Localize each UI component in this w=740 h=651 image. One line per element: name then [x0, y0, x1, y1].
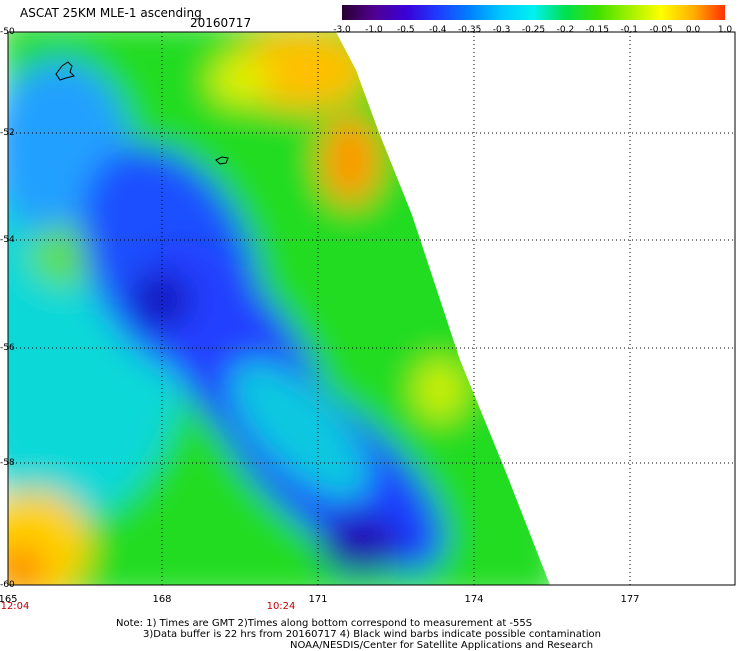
time-label: 10:24	[266, 601, 296, 612]
color-scale-tick-label: -0.2	[556, 25, 575, 35]
lat-label: -60	[0, 580, 15, 590]
lat-label: -52	[0, 128, 15, 138]
color-scale-tick-label: -0.4	[428, 25, 447, 35]
lat-label: -58	[0, 458, 15, 468]
product-title: ASCAT 25KM MLE-1 ascending	[20, 6, 202, 20]
color-scale-tick-label: -0.3	[492, 25, 511, 35]
lat-label: -54	[0, 235, 15, 245]
lon-label: 177	[620, 594, 640, 605]
color-scale-tick-label: -0.5	[397, 25, 415, 35]
lat-label: -56	[0, 343, 15, 353]
color-scale-tick-label: 0.0	[685, 25, 701, 35]
map-frame	[7, 31, 736, 586]
color-scale-tick-label: 1.0	[717, 25, 733, 35]
graticule	[8, 32, 735, 585]
color-scale-tick-label: -0.35	[458, 25, 482, 35]
color-scale-tick-label: -1.0	[365, 25, 383, 35]
lon-label: 168	[152, 594, 172, 605]
note-line-3: NOAA/NESDIS/Center for Satellite Applica…	[290, 640, 594, 651]
color-scale-tick-label: -0.25	[521, 25, 546, 35]
color-scale-bar	[342, 5, 725, 20]
lon-label: 174	[464, 594, 484, 605]
color-scale-tick-label: -3.0	[333, 25, 351, 35]
time-label: 12:04	[0, 601, 30, 612]
scatterometer-swath	[8, 32, 550, 585]
note-line-1: Note: 1) Times are GMT 2)Times along bot…	[116, 618, 533, 629]
product-date: 20160717	[190, 16, 252, 30]
lat-label: -50	[0, 27, 15, 37]
note-line-2: 3)Data buffer is 22 hrs from 20160717 4)…	[143, 629, 601, 640]
color-scale-tick-label: -0.1	[620, 25, 639, 35]
color-scale-tick-label: -0.05	[649, 25, 673, 35]
island-outlines	[55, 61, 229, 165]
color-scale-tick-label: -0.15	[585, 25, 609, 35]
lon-label: 171	[308, 594, 328, 605]
lon-label: 165	[0, 594, 18, 605]
